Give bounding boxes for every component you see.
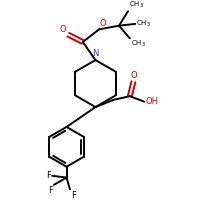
Text: O: O [60, 25, 67, 34]
Text: F: F [71, 191, 76, 200]
Text: O: O [130, 71, 137, 80]
Text: F: F [46, 171, 51, 180]
Text: OH: OH [145, 97, 158, 106]
Text: F: F [48, 186, 53, 195]
Text: O: O [100, 19, 107, 28]
Text: CH$_3$: CH$_3$ [136, 19, 151, 29]
Text: N: N [92, 49, 99, 58]
Text: CH$_3$: CH$_3$ [131, 39, 146, 49]
Text: CH$_3$: CH$_3$ [129, 0, 144, 10]
